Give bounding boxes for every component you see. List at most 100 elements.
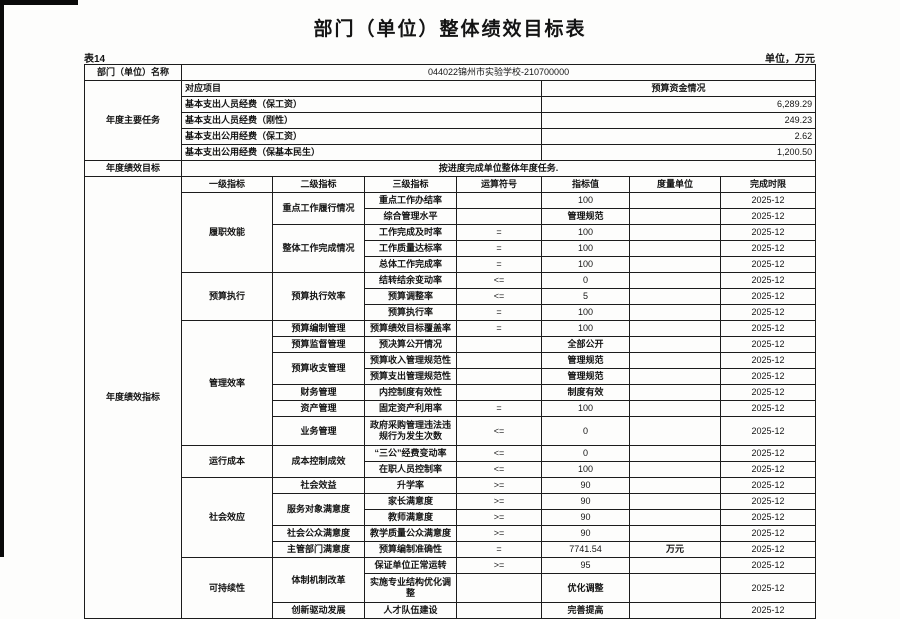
operator: <= [456, 288, 542, 305]
level3-indicator: 教学质量公众满意度 [364, 525, 457, 542]
level2-indicator: 资产管理 [272, 400, 365, 417]
task-amount: 6,289.29 [540, 96, 817, 113]
operator: >= [456, 509, 542, 526]
level2-indicator: 业务管理 [272, 416, 365, 446]
operator [456, 602, 542, 619]
deadline: 2025-12 [719, 573, 817, 603]
level2-indicator: 体制机制改革 [272, 557, 365, 603]
indicator-value: 100 [541, 304, 630, 321]
operator: >= [456, 493, 542, 510]
task-item: 基本支出公用经费（保工资） [181, 128, 542, 145]
operator: = [456, 240, 542, 257]
level2-indicator: 社会公众满意度 [272, 525, 365, 542]
col-header: 度量单位 [629, 176, 721, 193]
operator [456, 192, 542, 209]
annual-goal-label: 年度绩效目标 [84, 160, 182, 177]
level2-indicator: 预算监督管理 [272, 336, 365, 353]
indicator-row: 社会效应 社会效益 升学率 >= 90 2025-12 [85, 477, 817, 558]
indicator-value: 全部公开 [541, 336, 630, 353]
level3-indicator: 政府采购管理违法违规行为发生次数 [364, 416, 457, 446]
operator [456, 384, 542, 401]
indicator-row: 财务管理 内控制度有效性 制度有效 2025-12 [85, 384, 817, 401]
measure-unit [629, 256, 721, 273]
indicator-row: 预算收支管理 预算收入管理规范性 管理规范 2025-12 [85, 352, 817, 385]
indicator-value: 0 [541, 416, 630, 446]
level1-indicator: 可持续性 [181, 557, 273, 619]
operator: = [456, 304, 542, 321]
indicator-value: 制度有效 [541, 384, 630, 401]
col-header: 一级指标 [181, 176, 273, 193]
level1-indicator: 履职效能 [181, 192, 273, 273]
indicator-value: 5 [541, 288, 630, 305]
measure-unit [629, 509, 721, 526]
indicator-row: 管理效率 预算编制管理 预算绩效目标覆盖率 = 100 2025-12 [85, 320, 817, 446]
unit-note: 单位，万元 [765, 54, 815, 65]
level3-indicator: 预算编制准确性 [364, 541, 457, 558]
level3-indicator: 保证单位正常运转 [364, 557, 457, 574]
operator: = [456, 541, 542, 558]
measure-unit [629, 272, 721, 289]
col-header: 指标值 [541, 176, 630, 193]
indicator-value: 100 [541, 240, 630, 257]
operator: <= [456, 445, 542, 462]
deadline: 2025-12 [719, 336, 817, 353]
operator: = [456, 224, 542, 241]
col-header: 三级指标 [364, 176, 457, 193]
measure-unit [629, 400, 721, 417]
level3-indicator: 实施专业结构优化调整 [364, 573, 457, 603]
level2-indicator: 重点工作履行情况 [272, 192, 365, 225]
indicator-row: 主管部门满意度 预算编制准确性 = 7741.54 万元 2025-12 [85, 541, 817, 558]
level3-indicator: 结转结余变动率 [364, 272, 457, 289]
task-item: 基本支出公用经费（保基本民生） [181, 144, 542, 161]
deadline: 2025-12 [719, 208, 817, 225]
indicator-value: 完善提高 [541, 602, 630, 619]
level3-indicator: 工作完成及时率 [364, 224, 457, 241]
measure-unit [629, 320, 721, 337]
deadline: 2025-12 [719, 416, 817, 446]
level3-indicator: 在职人员控制率 [364, 461, 457, 478]
indicator-value: 0 [541, 272, 630, 289]
deadline: 2025-12 [719, 525, 817, 542]
level1-indicator: 运行成本 [181, 445, 273, 478]
level1-indicator: 预算执行 [181, 272, 273, 321]
measure-unit [629, 461, 721, 478]
operator [456, 336, 542, 353]
indicator-row: 资产管理 固定资产利用率 = 100 2025-12 [85, 400, 817, 417]
operator: = [456, 320, 542, 337]
indicator-row: 运行成本 成本控制成效 “三公”经费变动率 <= 0 2025-12 [85, 445, 817, 478]
level1-indicator: 管理效率 [181, 320, 273, 446]
deadline: 2025-12 [719, 461, 817, 478]
measure-unit [629, 493, 721, 510]
level3-indicator: 人才队伍建设 [364, 602, 457, 619]
level3-indicator: 总体工作完成率 [364, 256, 457, 273]
measure-unit [629, 477, 721, 494]
operator: >= [456, 477, 542, 494]
deadline: 2025-12 [719, 557, 817, 574]
deadline: 2025-12 [719, 192, 817, 209]
level3-indicator: 预算支出管理规范性 [364, 368, 457, 385]
measure-unit [629, 368, 721, 385]
indicator-row: 业务管理 政府采购管理违法违规行为发生次数 <= 0 2025-12 [85, 416, 817, 446]
measure-unit [629, 573, 721, 603]
level3-indicator: 预算绩效目标覆盖率 [364, 320, 457, 337]
indicator-row: 预算支出管理规范性 管理规范 2025-12 [85, 368, 817, 385]
measure-unit [629, 240, 721, 257]
indicator-value: 100 [541, 461, 630, 478]
operator [456, 208, 542, 225]
indicator-value: 7741.54 [541, 541, 630, 558]
operator [456, 352, 542, 369]
measure-unit [629, 445, 721, 462]
deadline: 2025-12 [719, 602, 817, 619]
deadline: 2025-12 [719, 272, 817, 289]
level3-indicator: 内控制度有效性 [364, 384, 457, 401]
level2-indicator: 预算执行效率 [272, 272, 365, 321]
deadline: 2025-12 [719, 304, 817, 321]
indicator-value: 95 [541, 557, 630, 574]
performance-target-table: 部门（单位）名称 044022锦州市实验学校-210700000 年度主要任务 对应项… [84, 64, 817, 619]
indicator-value: 管理规范 [541, 208, 630, 225]
col-header: 运算符号 [456, 176, 542, 193]
indicator-value: 100 [541, 224, 630, 241]
level3-indicator: 固定资产利用率 [364, 400, 457, 417]
indicator-value: 100 [541, 192, 630, 209]
task-amount: 249.23 [540, 112, 817, 129]
